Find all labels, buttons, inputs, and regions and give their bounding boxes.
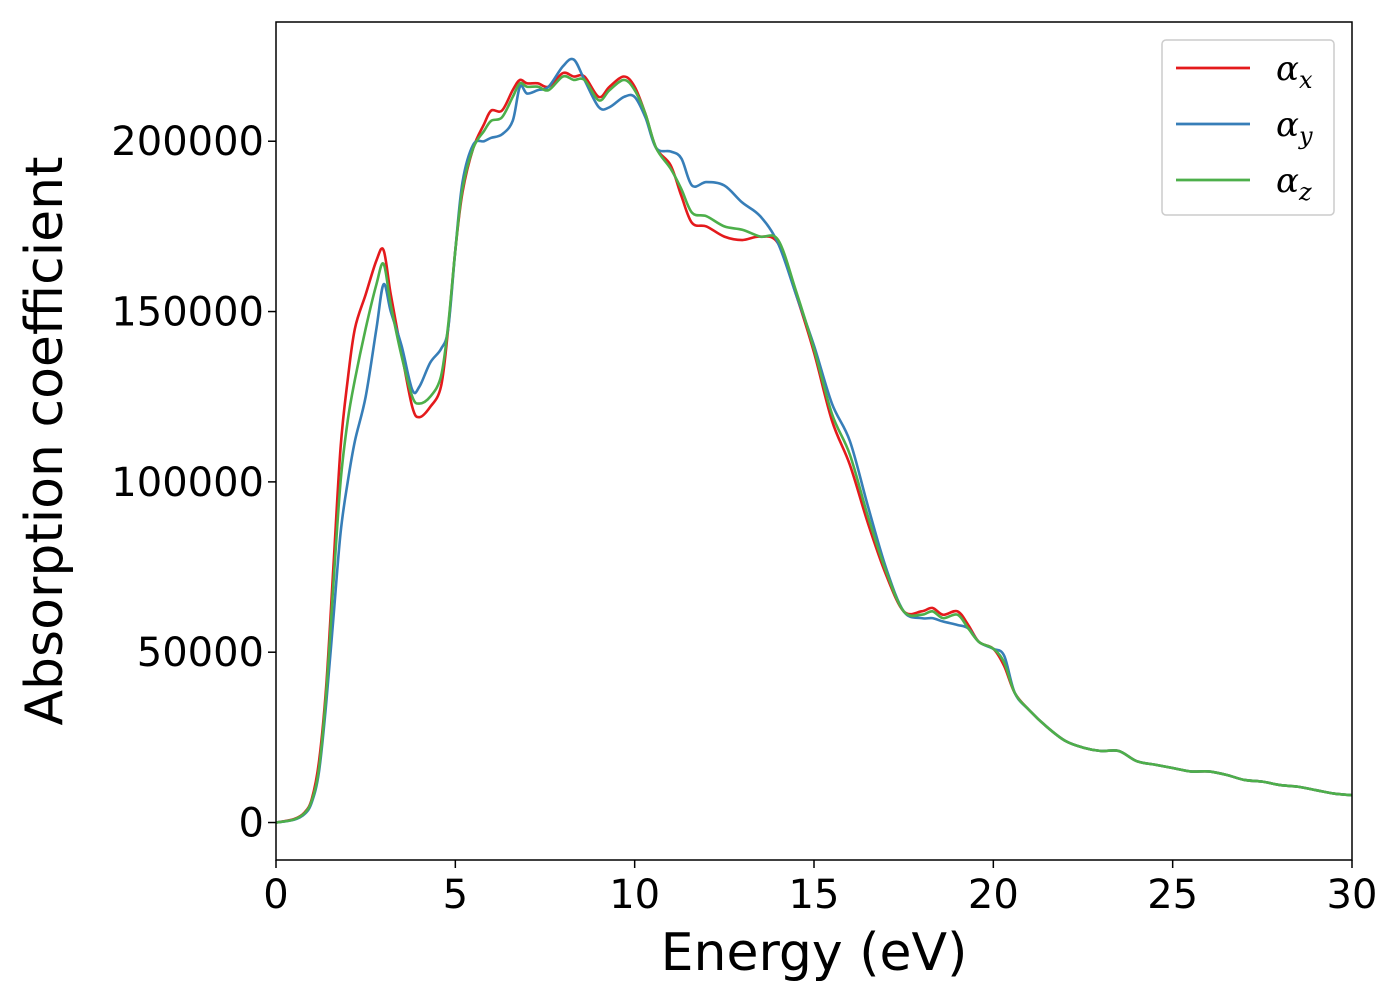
y-tick-label: 100000 xyxy=(111,460,264,506)
legend-label-base: α xyxy=(1276,161,1299,201)
legend-label-base: α xyxy=(1276,49,1299,89)
legend-label-subscript: z xyxy=(1298,178,1312,206)
legend-label: αy xyxy=(1276,105,1313,150)
legend-label-subscript: x xyxy=(1299,66,1313,94)
x-tick-label: 15 xyxy=(789,872,840,918)
x-tick-label: 10 xyxy=(609,872,660,918)
y-axis-label: Absorption coefficient xyxy=(15,156,75,725)
x-tick-label: 0 xyxy=(263,872,288,918)
legend-label-base: α xyxy=(1276,105,1299,145)
legend-label: αx xyxy=(1276,49,1313,94)
x-axis-label: Energy (eV) xyxy=(661,923,968,983)
legend-label-subscript: y xyxy=(1298,122,1313,150)
y-axis: 0 50000 100000 150000 200000 xyxy=(111,119,276,847)
x-axis: 0 5 10 15 20 25 30 xyxy=(263,860,1377,918)
x-tick-label: 5 xyxy=(443,872,468,918)
y-tick-label: 150000 xyxy=(111,290,264,336)
x-tick-label: 25 xyxy=(1147,872,1198,918)
y-tick-label: 50000 xyxy=(137,630,264,676)
series-alpha-z-line xyxy=(276,74,1352,824)
y-tick-label: 0 xyxy=(239,801,264,847)
legend-label: αz xyxy=(1276,161,1312,206)
y-tick-label: 200000 xyxy=(111,119,264,165)
x-tick-label: 20 xyxy=(968,872,1019,918)
series-layer xyxy=(276,57,1352,824)
x-tick-label: 30 xyxy=(1327,872,1378,918)
legend-box xyxy=(1161,39,1335,216)
